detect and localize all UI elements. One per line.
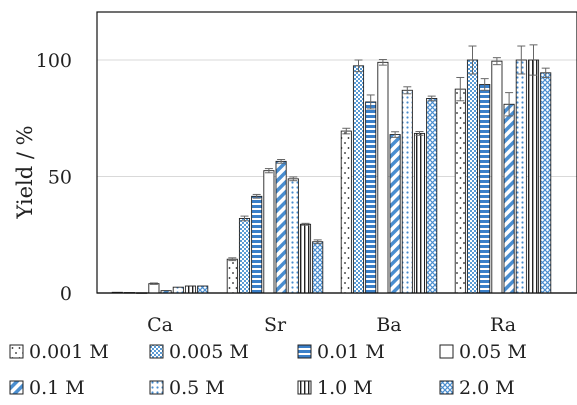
legend-label: 0.01 M [317, 341, 385, 363]
x-tick-label: Ba [376, 314, 401, 336]
legend-swatch [439, 344, 454, 359]
legend-label: 0.1 M [29, 377, 85, 399]
legend-swatch [297, 344, 312, 359]
bar [184, 285, 197, 294]
bar [413, 132, 426, 294]
x-tick-label: Ra [490, 314, 516, 336]
legend-swatch [149, 344, 164, 359]
bar [479, 84, 491, 294]
bar [172, 286, 184, 294]
bar [352, 65, 365, 294]
bar [389, 134, 401, 294]
bar [312, 241, 324, 294]
y-tick-label: 50 [48, 167, 72, 189]
y-tick-labels: 0 50 100 [36, 50, 72, 305]
legend-label: 1.0 M [317, 377, 373, 399]
y-tick-label: 100 [36, 50, 72, 72]
bar [527, 59, 540, 294]
legend-swatch [9, 344, 24, 359]
legend: 0.001 M 0.005 M 0.01 M 0.05 M 0.1 M 0.5 M 1.0 … [9, 341, 527, 399]
legend-label: 0.005 M [169, 341, 249, 363]
bar [299, 223, 312, 294]
bar [365, 101, 377, 294]
bar [251, 195, 263, 294]
y-tick-label: 0 [60, 283, 72, 305]
x-tick-label: Sr [264, 314, 287, 336]
legend-label: 2.0 M [459, 377, 515, 399]
bar [287, 178, 299, 294]
bar [401, 89, 413, 294]
bar [466, 59, 479, 294]
bar [148, 283, 160, 294]
bar [491, 60, 503, 294]
bar [263, 170, 275, 294]
legend-label: 0.001 M [29, 341, 109, 363]
bar [454, 88, 466, 294]
bar [226, 258, 238, 294]
bar [377, 61, 389, 294]
x-tick-labels: Ca Sr Ba Ra [147, 314, 516, 336]
y-axis-label: Yield / % [13, 125, 37, 219]
legend-swatch [439, 380, 454, 395]
bar [340, 130, 352, 294]
legend-label: 0.5 M [169, 377, 225, 399]
legend-swatch [9, 380, 24, 395]
bar [503, 103, 515, 294]
legend-label: 0.05 M [459, 341, 527, 363]
x-tick-label: Ca [147, 314, 173, 336]
bar [540, 72, 552, 294]
legend-swatch [149, 380, 164, 395]
bar [275, 160, 287, 294]
bar [197, 285, 209, 294]
legend-swatch [297, 380, 312, 395]
bar [515, 59, 527, 294]
bar [426, 97, 438, 294]
bar [238, 217, 251, 294]
bars [97, 44, 577, 294]
